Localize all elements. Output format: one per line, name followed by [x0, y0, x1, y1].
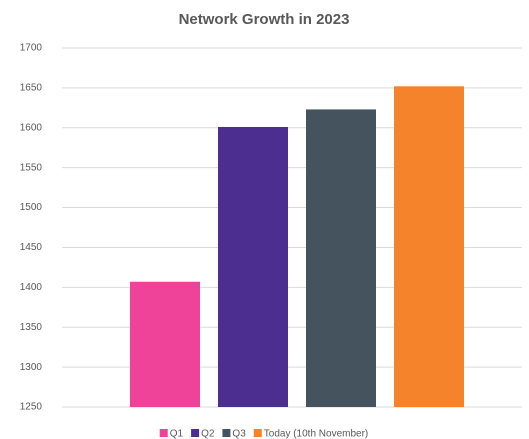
y-tick-label: 1500 [20, 202, 43, 213]
bar [130, 281, 200, 407]
legend-swatch [159, 429, 168, 437]
legend-label: Q1 [170, 429, 184, 439]
legend-swatch [253, 429, 262, 437]
y-tick-label: 1650 [20, 83, 43, 94]
legend-swatch [222, 429, 231, 437]
y-tick-label: 1550 [20, 162, 43, 173]
y-tick-label: 1450 [20, 242, 43, 253]
legend-label: Today (10th November) [264, 429, 369, 439]
y-tick-label: 1250 [20, 402, 43, 413]
legend-swatch [191, 429, 200, 437]
bar [218, 126, 288, 407]
y-tick-label: 1300 [20, 362, 43, 373]
bar [306, 109, 376, 407]
legend-label: Q3 [232, 429, 246, 439]
bar [394, 86, 464, 407]
legend-label: Q2 [201, 429, 215, 439]
y-tick-label: 1600 [20, 122, 43, 133]
y-tick-label: 1400 [20, 282, 43, 293]
chart-title: Network Growth in 2023 [179, 11, 350, 28]
y-tick-label: 1700 [20, 43, 43, 54]
y-tick-label: 1350 [20, 322, 43, 333]
